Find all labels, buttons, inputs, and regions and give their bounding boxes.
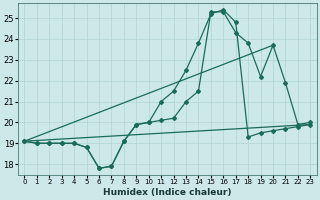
X-axis label: Humidex (Indice chaleur): Humidex (Indice chaleur) xyxy=(103,188,232,197)
